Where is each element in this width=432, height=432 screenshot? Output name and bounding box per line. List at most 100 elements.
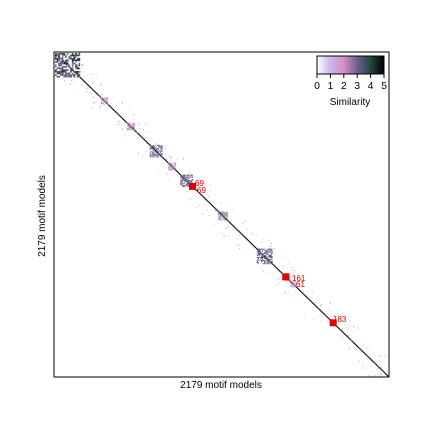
cluster-cell (172, 166, 174, 168)
cluster-cell (270, 256, 272, 259)
cluster-cell (61, 53, 64, 55)
diagonal-cell (275, 266, 277, 268)
diagonal-cell (108, 104, 110, 106)
diagonal-cell (338, 327, 340, 330)
scatter-cell (194, 190, 196, 192)
cluster-cell (71, 74, 74, 76)
diagonal-cell (341, 330, 343, 332)
cluster-cell (225, 218, 226, 220)
cluster-cell (183, 185, 184, 187)
scatter-cell (136, 138, 138, 140)
cluster-cell (181, 177, 183, 179)
scatter-cell (261, 241, 263, 243)
scatter-cell (201, 213, 203, 215)
cluster-cell (101, 100, 103, 102)
cluster-cell (222, 219, 224, 221)
cluster-cell (189, 180, 191, 182)
scatter-cell (207, 196, 209, 198)
cluster-cell (188, 184, 190, 186)
scatter-cell (213, 225, 215, 227)
cluster-cell (171, 163, 173, 165)
cluster-cell (134, 128, 135, 129)
cluster-cell (183, 175, 185, 177)
cluster-cell (270, 252, 272, 254)
diagonal-cell (351, 340, 353, 342)
scatter-cell (198, 182, 200, 184)
cluster-cell (190, 177, 192, 179)
diagonal-cell (110, 106, 112, 108)
cluster-cell (65, 72, 67, 75)
colorbar-tick-label: 5 (381, 80, 387, 92)
cluster-cell (181, 179, 183, 180)
cluster-cell (173, 163, 175, 164)
cluster-cell (292, 286, 294, 288)
cluster-cell (151, 152, 153, 153)
cluster-cell (103, 99, 105, 101)
cluster-cell (219, 212, 220, 214)
diagonal-cell (171, 165, 173, 168)
cluster-cell (132, 128, 134, 130)
cluster-cell (169, 163, 171, 165)
cluster-cell (224, 212, 226, 213)
scatter-cell (362, 364, 364, 366)
diagonal-cell (159, 154, 161, 156)
cluster-cell (168, 166, 170, 168)
cluster-cell (224, 216, 225, 217)
cluster-cell (160, 146, 162, 148)
cluster-cell (226, 216, 228, 217)
cluster-cell (151, 156, 153, 158)
colorbar-tick-label: 1 (327, 80, 333, 92)
cluster-cell (183, 179, 184, 180)
cluster-cell (106, 102, 108, 103)
cluster-cell (128, 126, 130, 128)
cluster-cell (104, 97, 106, 99)
cluster-cell (156, 149, 158, 151)
cluster-cell (68, 75, 71, 78)
diagonal-cell (214, 207, 216, 209)
cluster-cell (262, 254, 264, 256)
cluster-cell (289, 278, 291, 280)
cluster-cell (101, 102, 103, 104)
cluster-cell (223, 211, 225, 213)
scatter-cell (76, 92, 78, 94)
cluster-cell (128, 123, 130, 125)
cluster-cell (292, 284, 294, 285)
cluster-cell (218, 218, 220, 220)
diagonal-cell (197, 190, 199, 193)
cluster-cell (222, 212, 223, 213)
cluster-cell (60, 69, 62, 71)
diagonal-cell (308, 299, 311, 301)
heatmap-cells (55, 53, 390, 378)
diagonal-cell (385, 373, 387, 375)
cluster-cell (190, 179, 192, 181)
cluster-cell (103, 98, 105, 99)
diagonal-cell (198, 192, 201, 194)
scatter-cell (263, 273, 265, 275)
diagonal-cell (363, 351, 365, 354)
scatter-cell (235, 226, 237, 228)
diagonal-cell (140, 135, 142, 137)
cluster-cell (66, 74, 69, 76)
cluster-cell (103, 103, 104, 105)
cluster-cell (218, 214, 220, 216)
cluster-cell (172, 169, 173, 171)
cluster-cell (266, 256, 268, 259)
scatter-cell (336, 321, 338, 323)
scatter-cell (288, 291, 290, 293)
cluster-cell (259, 252, 261, 254)
cluster-cell (271, 248, 273, 250)
cluster-cell (66, 59, 69, 62)
cluster-cell (220, 212, 222, 214)
cluster-cell (181, 180, 183, 182)
diagonal-cell (88, 85, 90, 87)
scatter-cell (380, 373, 382, 375)
cluster-cell (257, 260, 259, 262)
scatter-cell (329, 302, 331, 304)
diagonal-cell (121, 117, 124, 120)
cluster-cell (168, 169, 170, 170)
cluster-cell (157, 148, 159, 150)
cluster-cell (101, 99, 103, 101)
diagonal-cell (143, 138, 145, 140)
cluster-cell (226, 213, 228, 214)
cluster-cell (219, 211, 221, 213)
